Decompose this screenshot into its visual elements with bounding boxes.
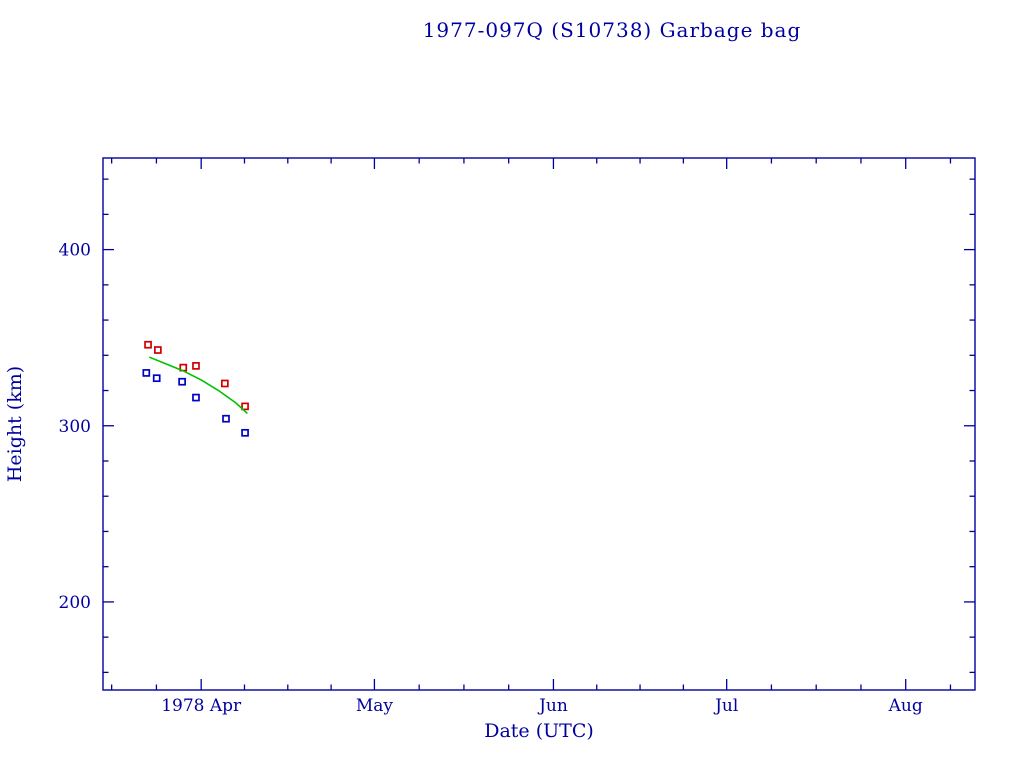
x-tick-label: Aug <box>888 696 923 716</box>
data-point-perigee <box>192 393 200 402</box>
x-tick-label: Jun <box>537 696 568 716</box>
y-tick-label: 400 <box>59 241 91 261</box>
data-point-apogee <box>154 346 162 354</box>
x-axis-label: Date (UTC) <box>484 720 594 742</box>
x-tick-label: Jul <box>713 696 738 716</box>
data-point-perigee <box>178 377 186 386</box>
data-point-apogee <box>241 402 249 411</box>
y-tick-label: 300 <box>59 417 91 437</box>
data-point-perigee <box>222 414 230 423</box>
x-tick-label: 1978 Apr <box>161 696 242 716</box>
x-tick-label: May <box>356 696 394 716</box>
y-axis-label: Height (km) <box>4 365 26 483</box>
data-point-apogee <box>220 379 229 388</box>
chart-title: 1977-097Q (S10738) Garbage bag <box>422 18 802 42</box>
data-point-perigee <box>142 369 151 377</box>
data-point-perigee <box>152 374 161 383</box>
data-point-apogee <box>144 340 152 349</box>
y-tick-label: 200 <box>59 593 91 613</box>
fit-line <box>148 356 248 415</box>
data-point-apogee <box>192 362 200 370</box>
plot-border <box>102 157 976 691</box>
data-point-perigee <box>241 428 249 437</box>
